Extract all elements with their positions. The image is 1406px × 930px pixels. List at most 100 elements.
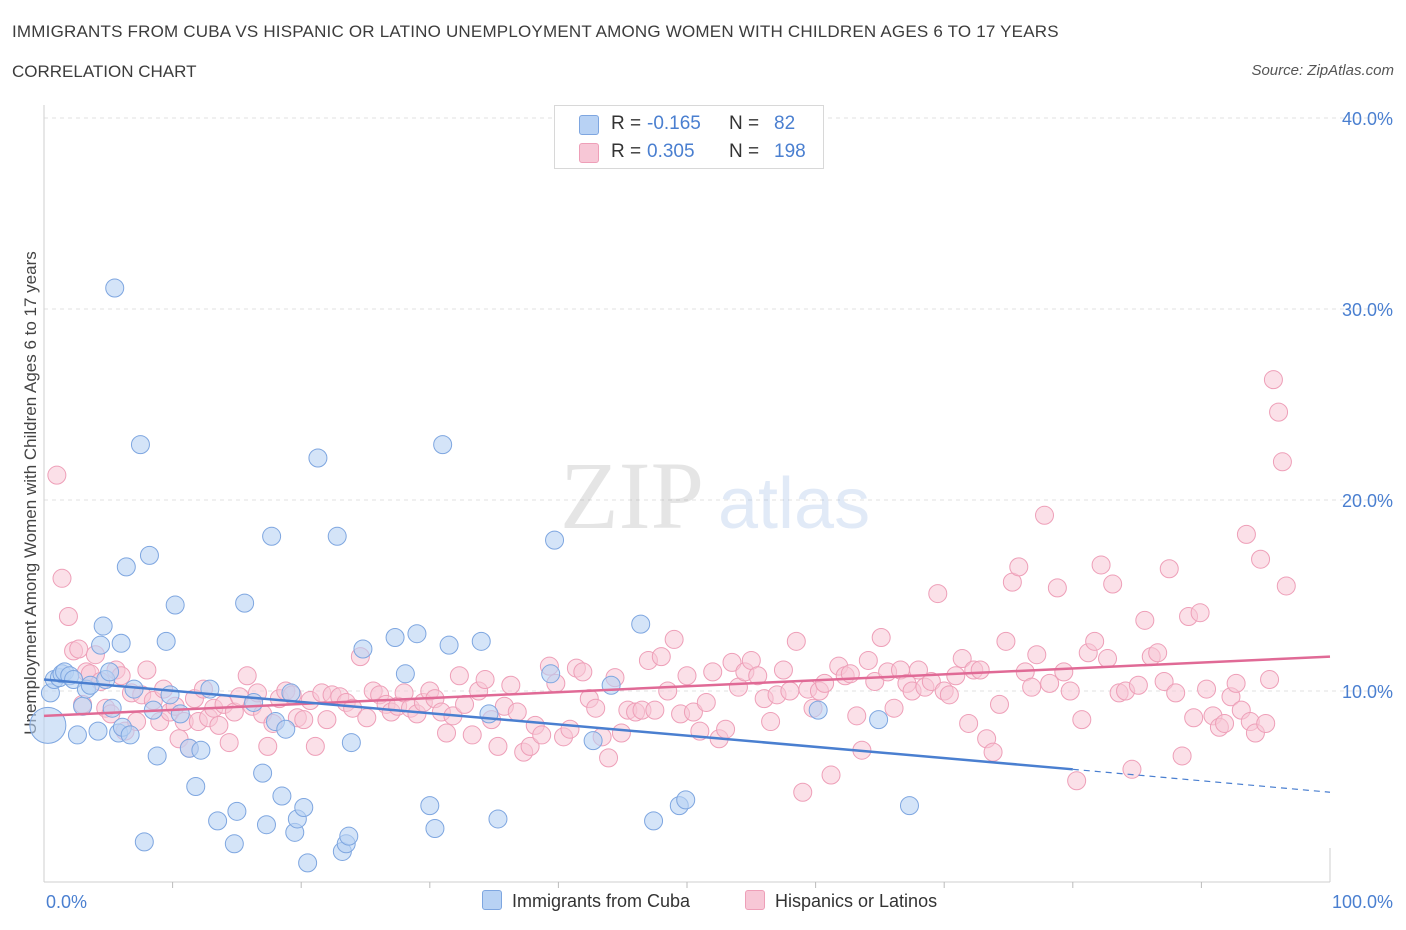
cuba-point — [67, 725, 87, 745]
cuba-point — [869, 710, 889, 730]
cuba-legend-label: Immigrants from Cuba — [512, 891, 691, 911]
hispanic-point — [970, 660, 990, 680]
hispanic-point — [921, 671, 941, 691]
cuba-point — [147, 746, 167, 766]
hispanic-point — [1122, 759, 1142, 779]
cuba-point — [156, 631, 176, 651]
cuba-point — [235, 593, 255, 613]
cuba-points — [29, 278, 919, 873]
cuba-point — [186, 777, 206, 796]
hispanic-point — [761, 712, 781, 732]
legend-n-value: 198 — [774, 141, 806, 162]
hispanic-point — [780, 681, 800, 701]
hispanic-point — [1159, 559, 1179, 579]
hispanic-point — [793, 782, 813, 802]
hispanic-trend-line — [43, 655, 1331, 718]
y-tick-label: 10.0% — [1342, 682, 1393, 702]
cuba-point — [644, 811, 664, 831]
cuba-point — [471, 631, 491, 651]
hispanic-point — [611, 723, 631, 743]
hispanic-point — [1276, 576, 1296, 596]
hispanic-point — [1040, 673, 1060, 693]
cuba-swatch — [579, 115, 599, 135]
cuba-point — [601, 675, 621, 695]
hispanic-point — [52, 568, 72, 588]
cuba-point — [139, 545, 159, 565]
hispanic-point — [1226, 673, 1246, 693]
watermark-zip: ZIP — [560, 442, 704, 549]
hispanic-point — [1251, 549, 1271, 569]
hispanic-point — [1072, 710, 1092, 730]
cuba-point — [116, 557, 136, 577]
source-label: Source: ZipAtlas.com — [1251, 62, 1394, 79]
cuba-point — [134, 832, 154, 852]
cuba-point — [407, 624, 427, 644]
hispanic-point — [722, 652, 742, 672]
cuba-point — [395, 664, 415, 684]
hispanic-point — [137, 660, 157, 680]
cuba-point — [170, 704, 190, 724]
hispanic-point — [209, 715, 229, 735]
hispanic-point — [1047, 578, 1067, 598]
hispanic-point — [1272, 452, 1292, 472]
hispanic-point — [664, 629, 684, 649]
hispanic-point — [1098, 649, 1118, 669]
hispanic-point — [1067, 771, 1087, 791]
y-tick-labels: 10.0% 20.0% 30.0% 40.0% — [1342, 109, 1393, 702]
cuba-point — [425, 819, 445, 839]
hispanic-point — [677, 666, 697, 686]
cuba-point — [262, 526, 282, 546]
hispanic-point — [69, 639, 89, 659]
legend-item-cuba: Immigrants from Cuba — [482, 890, 690, 912]
hispanic-point — [219, 733, 239, 753]
cuba-point — [341, 733, 361, 753]
hispanic-point — [1054, 662, 1074, 682]
watermark-atlas: atlas — [718, 464, 870, 544]
cuba-point — [102, 698, 122, 718]
cuba-point — [488, 809, 508, 829]
hispanic-point — [317, 710, 337, 730]
hispanic-point — [1166, 683, 1186, 703]
cuba-point — [308, 448, 328, 468]
chart-title: IMMIGRANTS FROM CUBA VS HISPANIC OR LATI… — [12, 22, 1059, 41]
chart-subtitle: CORRELATION CHART — [12, 62, 197, 81]
hispanic-point — [237, 666, 257, 686]
hispanic-point — [683, 702, 703, 722]
hispanic-point — [507, 702, 527, 722]
cuba-point — [899, 796, 919, 816]
cuba-point — [294, 798, 314, 818]
hispanic-point — [1103, 574, 1123, 594]
cuba-point — [545, 530, 565, 550]
y-tick-label: 20.0% — [1342, 491, 1393, 511]
hispanic-point — [1135, 610, 1155, 630]
legend-r-label: R = — [611, 141, 642, 162]
cuba-legend-swatch — [482, 890, 502, 910]
hispanic-point — [475, 670, 495, 690]
hispanic-point — [1027, 645, 1047, 665]
x-tick-label-max: 100.0% — [1332, 892, 1393, 912]
cuba-point — [272, 786, 292, 806]
hispanic-point — [258, 736, 278, 756]
hispanic-point — [858, 650, 878, 670]
y-tick-label: 40.0% — [1342, 109, 1393, 129]
cuba-point — [385, 628, 405, 648]
hispanic-point — [1035, 505, 1055, 525]
hispanic-point — [1148, 643, 1168, 663]
cuba-point — [276, 719, 296, 739]
legend-n-label: N = — [729, 113, 760, 134]
hispanic-point — [1060, 681, 1080, 701]
cuba-point — [339, 826, 359, 846]
cuba-point — [433, 435, 453, 455]
hispanic-point — [703, 662, 723, 682]
hispanic-point — [815, 673, 835, 693]
legend-item-hispanic: Hispanics or Latinos — [745, 890, 937, 912]
hispanic-point — [501, 675, 521, 695]
watermark: ZIP atlas — [560, 442, 870, 549]
hispanic-point — [1184, 708, 1204, 728]
cuba-point — [420, 796, 440, 816]
cuba-point — [208, 811, 228, 831]
x-tick-label-min: 0.0% — [46, 892, 87, 912]
hispanic-point — [1009, 557, 1029, 577]
cuba-point — [191, 740, 211, 760]
